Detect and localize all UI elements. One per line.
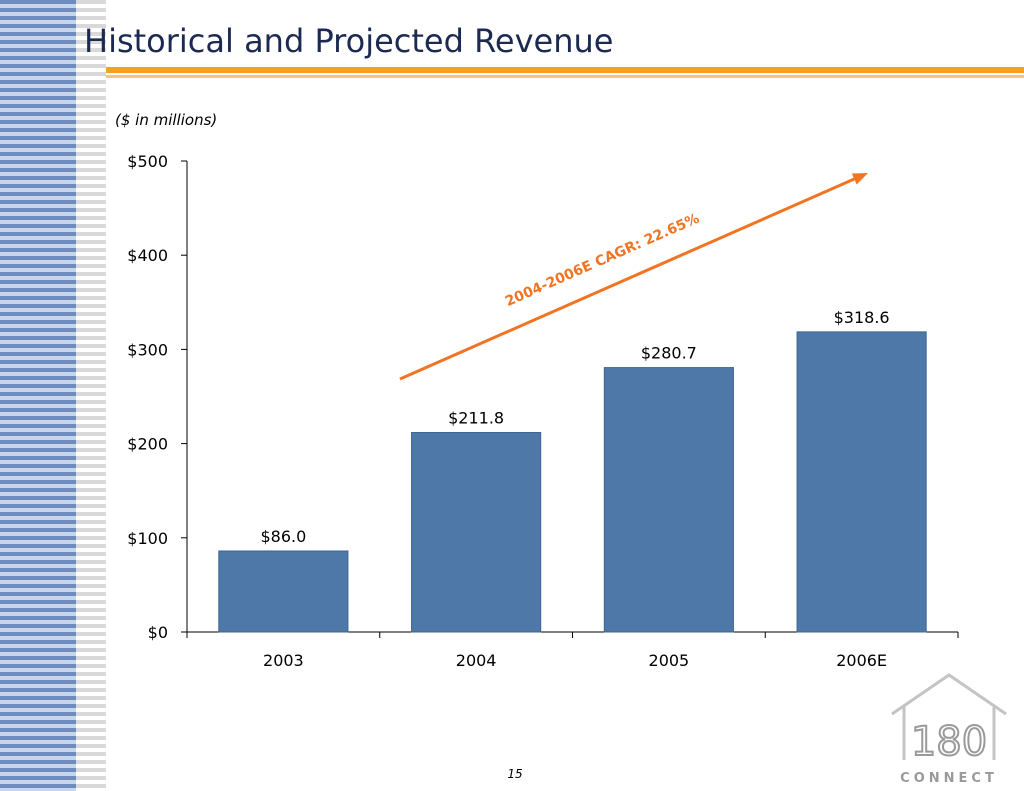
house-outline-icon: [891, 673, 1007, 760]
logo-word: CONNECT: [900, 771, 998, 786]
y-tick-label: $200: [127, 435, 168, 454]
bar-2005: [603, 367, 734, 633]
x-tick-label: 2003: [263, 651, 304, 670]
title-rule-light: [106, 75, 1024, 78]
y-tick-label: $0: [148, 623, 168, 642]
logo-number: 180: [911, 719, 987, 765]
y-tick-label: $300: [127, 340, 168, 359]
company-logo: 180 CONNECT: [891, 673, 1007, 786]
bar-2006e: [796, 331, 927, 633]
y-tick-label: $100: [127, 529, 168, 548]
y-tick-label: $500: [127, 152, 168, 171]
bar-2004: [411, 431, 542, 633]
x-tick-label: 2005: [649, 651, 690, 670]
x-tick-label: 2006E: [836, 651, 887, 670]
x-tick-label: 2004: [456, 651, 497, 670]
bar-value-label: $318.6: [834, 308, 890, 327]
left-stripe-decoration: [0, 0, 76, 791]
cagr-arrow-line: [399, 177, 855, 381]
bar-value-label: $280.7: [641, 344, 697, 363]
cagr-arrow-head-icon: [851, 173, 868, 185]
title-rule-accent: [106, 67, 1024, 73]
page-number: 15: [507, 767, 523, 781]
bar-2003: [218, 550, 349, 633]
slide-title: Historical and Projected Revenue: [84, 22, 614, 60]
bar-value-label: $86.0: [260, 527, 306, 546]
bar-value-label: $211.8: [448, 408, 504, 427]
y-tick-label: $400: [127, 246, 168, 265]
units-note: ($ in millions): [115, 111, 218, 129]
gray-stripe-decoration: [76, 0, 106, 791]
